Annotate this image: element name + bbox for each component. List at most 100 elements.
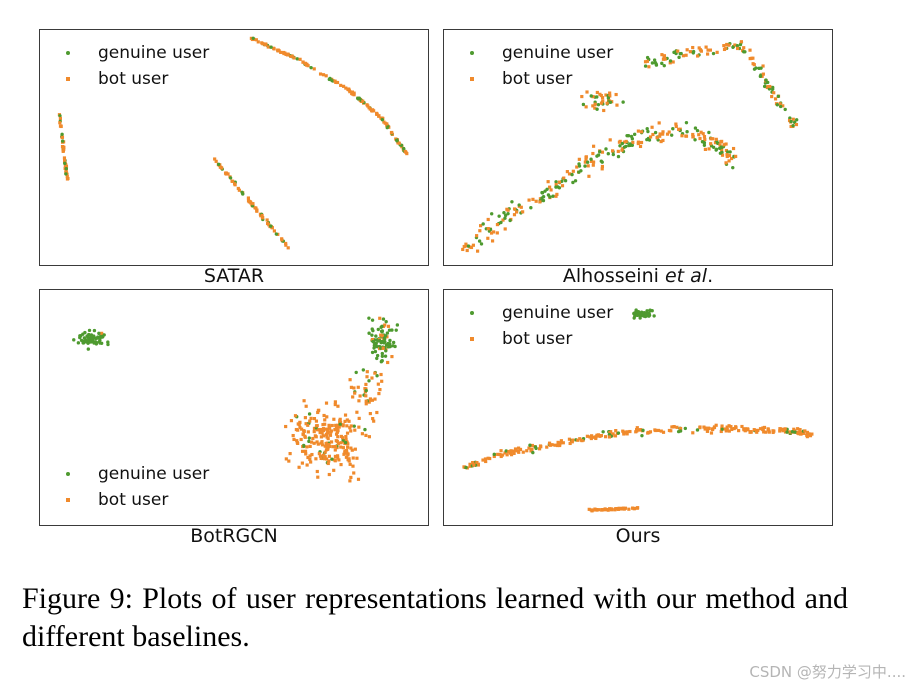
bot-point — [614, 92, 618, 97]
bot-point — [577, 157, 581, 161]
bot-point — [725, 428, 729, 432]
bot-point — [323, 444, 327, 448]
bot-point — [339, 445, 343, 449]
bot-point — [356, 477, 361, 481]
genuine-point — [679, 51, 683, 56]
genuine-point — [367, 331, 371, 335]
bot-point — [378, 316, 382, 320]
bot-point — [323, 422, 327, 426]
bot-point — [720, 153, 725, 157]
bot-point — [650, 125, 654, 129]
genuine-point — [778, 104, 783, 109]
bot-point — [553, 443, 557, 447]
bot-point — [335, 80, 340, 85]
bot-point — [298, 420, 302, 424]
bot-point — [703, 147, 708, 151]
bot-point — [320, 440, 324, 444]
bot-point — [405, 152, 409, 156]
bot-point — [377, 392, 381, 396]
bot-point — [599, 93, 603, 98]
bot-point — [621, 506, 625, 510]
bot-point — [315, 424, 319, 428]
bot-point — [347, 457, 351, 461]
bot-point — [559, 441, 563, 445]
bot-point — [534, 199, 538, 203]
genuine-point — [551, 194, 555, 198]
bot-point — [284, 241, 288, 246]
bot-point — [601, 99, 605, 103]
bot-point — [600, 508, 604, 512]
bot-point — [324, 401, 329, 405]
bot-point — [380, 379, 384, 383]
genuine-point — [499, 220, 503, 225]
genuine-point — [650, 61, 655, 65]
bot-point — [60, 135, 64, 140]
bot-point — [345, 431, 350, 435]
genuine-point — [375, 374, 379, 378]
bot-point — [725, 154, 729, 159]
genuine-point — [641, 428, 645, 433]
bot-point — [304, 404, 308, 408]
bot-point — [312, 416, 317, 421]
bot-point — [291, 433, 295, 438]
bot-point — [366, 104, 370, 108]
bot-point — [506, 208, 510, 212]
bot-point — [685, 48, 689, 52]
genuine-point — [775, 103, 780, 107]
bot-point — [214, 159, 218, 163]
bot-point — [585, 90, 589, 94]
genuine-point — [695, 428, 700, 432]
genuine-point — [628, 142, 632, 146]
bot-point — [303, 61, 308, 66]
bot-point — [691, 45, 695, 50]
genuine-point — [98, 334, 103, 339]
bot-point — [324, 427, 328, 431]
bot-point — [712, 425, 716, 430]
bot-point — [333, 459, 337, 463]
bot-point — [321, 73, 326, 77]
genuine-point — [771, 85, 775, 90]
genuine-point — [380, 324, 384, 329]
bot-point — [697, 46, 701, 50]
genuine-point — [387, 328, 392, 332]
bot-point — [600, 150, 605, 154]
bot-point — [697, 133, 701, 137]
genuine-point — [81, 341, 86, 345]
bot-point — [289, 54, 293, 58]
bot-point — [567, 437, 572, 441]
bot-point — [591, 163, 595, 167]
bot-point — [309, 416, 313, 420]
bot-point — [547, 441, 552, 445]
genuine-point — [776, 94, 780, 99]
bot-point — [365, 370, 369, 374]
bot-point — [349, 385, 353, 389]
bot-point — [326, 446, 330, 450]
genuine-point — [375, 353, 380, 358]
genuine-point — [372, 343, 377, 348]
bot-point — [758, 427, 763, 431]
bot-point — [363, 387, 367, 391]
bot-point — [499, 454, 503, 459]
legend: genuine user bot user — [470, 40, 613, 92]
bot-point — [781, 104, 785, 108]
genuine-point — [711, 145, 716, 149]
bot-point — [698, 48, 703, 52]
genuine-point — [529, 206, 533, 210]
bot-point — [326, 427, 330, 431]
bot-point — [314, 435, 318, 439]
bot-point — [742, 427, 746, 431]
bot-point — [667, 130, 671, 134]
bot-point — [357, 399, 361, 403]
bot-point — [63, 159, 67, 163]
bot-point — [364, 399, 368, 403]
bot-point — [315, 440, 319, 444]
bot-point — [462, 465, 466, 469]
bot-point — [575, 165, 579, 169]
bot-point — [256, 40, 260, 44]
bot-point — [691, 431, 695, 435]
bot-point — [472, 463, 476, 467]
bot-point — [465, 248, 469, 253]
bot-point — [484, 459, 488, 464]
genuine-point — [497, 214, 501, 218]
bot-point — [590, 434, 594, 438]
